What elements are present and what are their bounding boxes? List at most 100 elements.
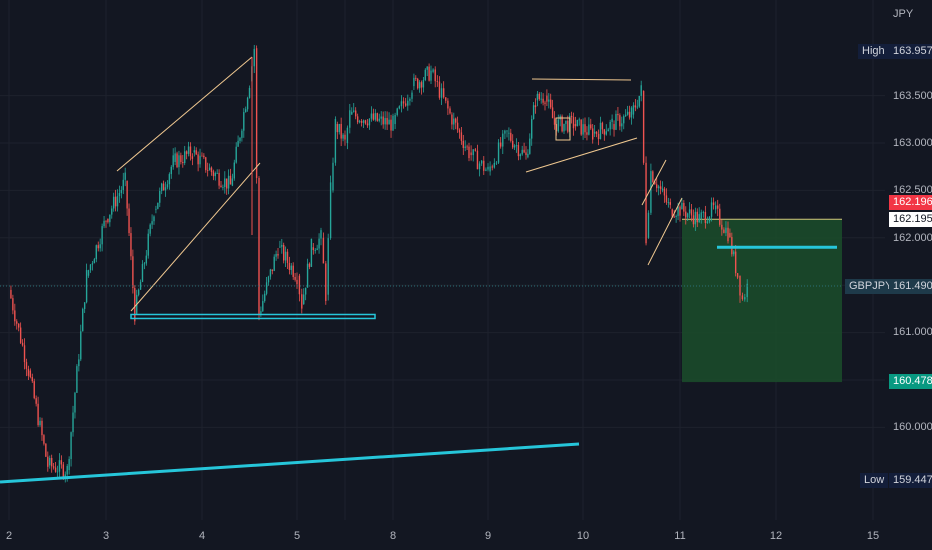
candle-body bbox=[205, 157, 207, 171]
wedge-line-lower bbox=[647, 197, 683, 266]
candle-body bbox=[56, 471, 59, 473]
candle-body bbox=[12, 298, 14, 311]
candle-body bbox=[731, 237, 733, 255]
candle-body bbox=[126, 180, 128, 209]
candle-body bbox=[187, 146, 190, 154]
candle-body bbox=[474, 149, 477, 151]
drawings[interactable] bbox=[0, 56, 837, 484]
candle-body bbox=[362, 120, 365, 123]
candle-body bbox=[632, 105, 635, 115]
candle-body bbox=[271, 269, 273, 271]
candle-body bbox=[239, 137, 241, 141]
candle-body bbox=[592, 128, 594, 140]
candle-body bbox=[499, 142, 502, 147]
candle-body bbox=[52, 466, 55, 468]
candle-body bbox=[669, 202, 671, 205]
candle-body bbox=[613, 124, 615, 130]
candle-body bbox=[153, 216, 155, 222]
candle-body bbox=[595, 131, 598, 134]
candle-body bbox=[264, 293, 266, 302]
candle-body bbox=[464, 146, 466, 148]
candle-body bbox=[407, 100, 409, 106]
candle-body bbox=[269, 269, 272, 277]
candle-body bbox=[428, 66, 430, 81]
candle-body bbox=[420, 82, 423, 88]
candle-body bbox=[340, 123, 342, 139]
candle-body bbox=[455, 118, 457, 123]
candle-body bbox=[112, 196, 115, 209]
candle-body bbox=[50, 458, 53, 467]
candle-body bbox=[432, 69, 434, 72]
candle-body bbox=[344, 134, 346, 140]
candle-body bbox=[736, 273, 739, 278]
flag-bottom-line bbox=[525, 137, 638, 173]
candle-body bbox=[576, 119, 579, 127]
candle-body bbox=[342, 134, 344, 139]
candle-body bbox=[398, 106, 401, 109]
candle-body bbox=[277, 253, 279, 256]
candle-body bbox=[143, 263, 146, 265]
candle-body bbox=[78, 359, 80, 367]
candle-body bbox=[281, 245, 283, 247]
candle-body bbox=[582, 124, 584, 135]
candle-body bbox=[502, 133, 504, 147]
candle-body bbox=[68, 459, 70, 471]
candle-body bbox=[364, 120, 367, 124]
candle-body bbox=[623, 116, 625, 124]
candle-body bbox=[130, 233, 132, 257]
candle-body bbox=[101, 226, 103, 245]
candle-body bbox=[60, 460, 63, 465]
candle-body bbox=[151, 221, 153, 225]
candle-body bbox=[255, 48, 258, 178]
candle-body bbox=[659, 186, 662, 189]
candle-body bbox=[288, 262, 291, 270]
candle-body bbox=[679, 206, 681, 216]
candle-body bbox=[671, 209, 673, 217]
candle-body bbox=[351, 111, 353, 115]
candle-body bbox=[400, 101, 403, 107]
price-tick: 160.000 bbox=[893, 421, 932, 433]
candle-body bbox=[708, 216, 711, 222]
candle-body bbox=[402, 101, 405, 104]
candle-body bbox=[561, 116, 563, 132]
candle-body bbox=[237, 140, 239, 147]
candle-body bbox=[487, 166, 489, 170]
candle-body bbox=[85, 270, 88, 303]
candle-body bbox=[91, 263, 94, 265]
candle-body bbox=[615, 113, 617, 130]
candle-body bbox=[49, 458, 51, 466]
candle-body bbox=[485, 169, 487, 171]
candle-body bbox=[727, 227, 729, 242]
candle-body bbox=[599, 122, 602, 140]
candle-body bbox=[294, 277, 296, 280]
candle-body bbox=[310, 238, 313, 267]
candle-body bbox=[698, 214, 700, 223]
candle-body bbox=[590, 124, 592, 129]
candle-body bbox=[551, 107, 554, 119]
candle-body bbox=[417, 78, 419, 89]
candle-body bbox=[184, 151, 186, 164]
candle-body bbox=[262, 301, 264, 312]
candle-body bbox=[493, 162, 496, 168]
candle-body bbox=[137, 289, 140, 295]
date-tick: 10 bbox=[576, 530, 590, 542]
candle-body bbox=[621, 123, 623, 127]
candle-body bbox=[382, 116, 384, 125]
candle-body bbox=[574, 124, 577, 127]
candle-body bbox=[93, 259, 96, 264]
candle-body bbox=[497, 142, 500, 163]
candle-body bbox=[246, 97, 249, 110]
candle-body bbox=[178, 155, 180, 168]
candle-body bbox=[418, 82, 421, 89]
candle-body bbox=[273, 256, 275, 271]
candle-body bbox=[586, 132, 588, 135]
candle-body bbox=[719, 208, 721, 225]
candle-body bbox=[164, 187, 167, 191]
candle-body bbox=[33, 381, 35, 399]
candle-body bbox=[208, 167, 211, 171]
candle-body bbox=[688, 209, 691, 214]
candle-body bbox=[721, 224, 723, 230]
candle-body bbox=[378, 118, 380, 121]
candle-body bbox=[384, 118, 386, 125]
